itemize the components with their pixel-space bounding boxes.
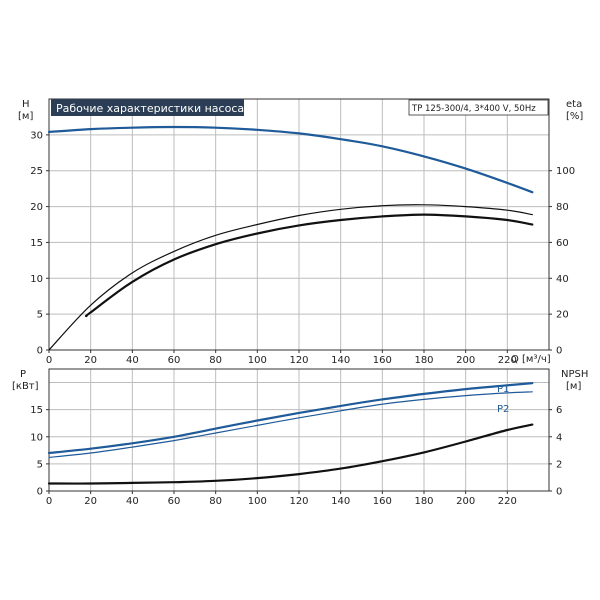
chart-title: Рабочие характеристики насоса [56,102,244,115]
right-tick-label: 0 [556,487,562,498]
bottom-panel-series [47,382,534,485]
x-tick-label: 80 [209,355,222,366]
x-tick-label: 60 [168,355,181,366]
h-axis-unit: [м] [18,111,33,122]
left-tick-label: 10 [30,274,43,285]
right-tick-label: 60 [556,238,569,249]
x-tick-label: 140 [331,496,350,507]
x-tick-label: 100 [248,496,267,507]
eta-axis-label: eta [566,99,582,110]
p2-curve-label: P2 [497,404,509,415]
series-line-top-0 [47,125,534,194]
x-tick-label: 200 [456,496,475,507]
top-panel-series [47,125,534,351]
left-tick-label: 20 [30,202,43,213]
left-tick-label: 10 [30,432,43,443]
eta-axis-unit: [%] [566,111,583,122]
right-tick-label: 2 [556,459,562,470]
left-tick-label: 15 [30,238,43,249]
right-tick-label: 80 [556,202,569,213]
left-tick-label: 0 [37,346,43,357]
x-tick-label: 200 [456,355,475,366]
h-axis-label: H [22,99,30,110]
left-tick-label: 25 [30,166,43,177]
left-tick-label: 5 [37,310,43,321]
series-line-top-1 [48,204,533,351]
left-tick-label: 5 [37,459,43,470]
x-tick-label: 40 [126,496,139,507]
right-tick-label: 100 [556,166,575,177]
x-tick-label: 100 [248,355,267,366]
x-tick-label: 220 [498,355,517,366]
x-tick-label: 140 [331,355,350,366]
x-tick-label: 80 [209,496,222,507]
x-tick-label: 0 [46,496,52,507]
right-tick-label: 4 [556,432,562,443]
p-axis-label: P [20,369,26,380]
q-axis-unit: [м³/ч] [522,354,551,365]
p-axis-unit: [кВт] [12,381,39,392]
q-axis-label: Q [511,354,519,365]
x-tick-label: 220 [498,496,517,507]
x-tick-label: 180 [414,355,433,366]
x-tick-label: 0 [46,355,52,366]
series-line-bottom-0 [47,382,534,455]
right-tick-label: 0 [556,346,562,357]
right-tick-label: 6 [556,405,562,416]
left-tick-label: 0 [37,487,43,498]
series-line-top-2 [84,213,534,318]
model-box [408,99,549,116]
right-tick-label: 40 [556,274,569,285]
x-tick-label: 60 [168,496,181,507]
x-tick-label: 20 [84,496,97,507]
model-label: TP 125-300/4, 3*400 V, 50Hz [411,104,536,114]
series-line-bottom-1 [48,391,533,458]
x-tick-label: 180 [414,496,433,507]
x-tick-label: 120 [289,496,308,507]
bottom-panel-tick-labels: 0 20 40 60 80 100 120 140 160 180 200 220 0 5 10 15 0 2 4 6 [30,405,562,507]
left-tick-label: 30 [30,130,43,141]
top-panel-tick-labels: 0 20 40 60 80 100 120 140 160 180 200 2200510152025… [30,130,575,366]
x-tick-label: 20 [84,355,97,366]
series-line-bottom-2 [47,423,534,485]
p1-curve-label: P1 [497,384,509,395]
x-tick-label: 120 [289,355,308,366]
x-tick-label: 160 [373,355,392,366]
x-tick-label: 40 [126,355,139,366]
left-tick-label: 15 [30,405,43,416]
x-tick-label: 160 [373,496,392,507]
npsh-axis-unit: [м] [566,381,581,392]
right-tick-label: 20 [556,310,569,321]
chart-title-box [51,99,244,116]
npsh-axis-label: NPSH [561,369,588,380]
